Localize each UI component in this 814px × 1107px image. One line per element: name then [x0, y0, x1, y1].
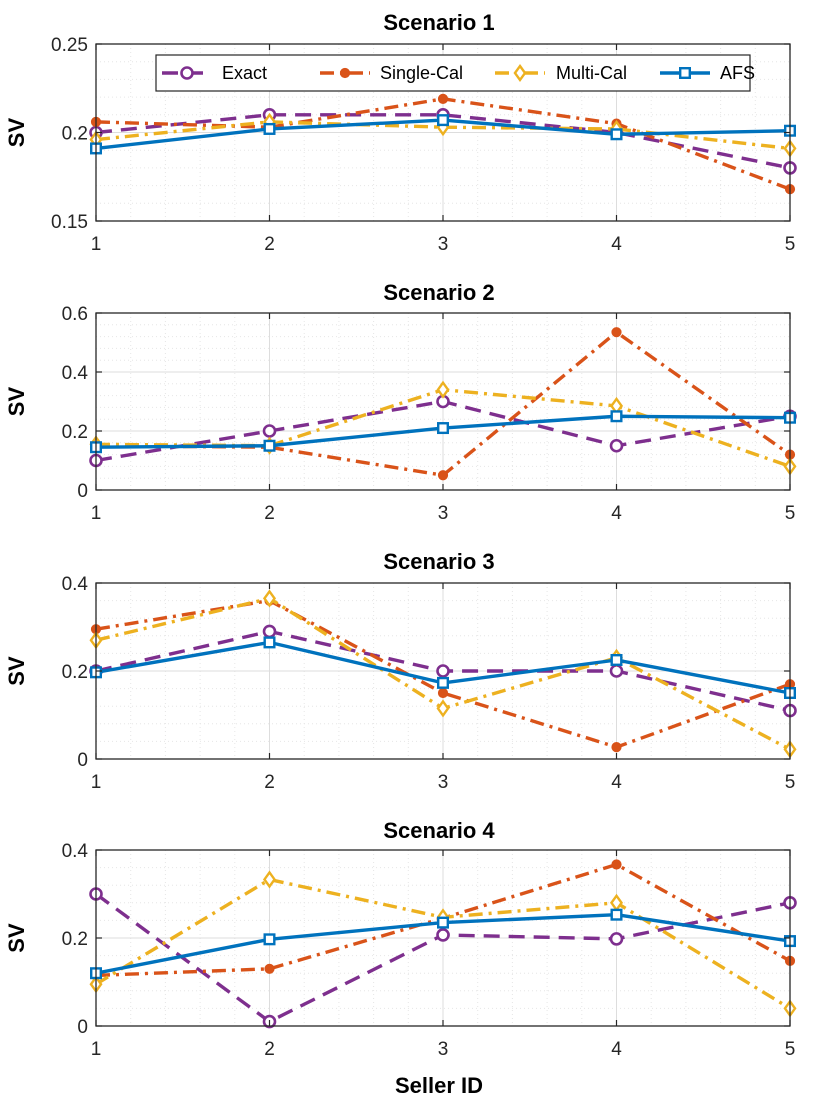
data-point [436, 664, 450, 678]
x-tick-label: 5 [785, 1039, 796, 1060]
data-point [437, 93, 449, 104]
y-axis-label: SV [4, 387, 29, 417]
series-exact [89, 887, 797, 1029]
chart-title: Scenario 4 [383, 818, 495, 843]
x-tick-label: 1 [91, 234, 102, 255]
x-tick-label: 3 [438, 503, 449, 524]
x-tick-label: 1 [91, 1039, 102, 1060]
legend-marker [180, 66, 194, 80]
x-tick-label: 2 [264, 503, 275, 524]
legend-entry-single-cal: Single-Cal [320, 63, 463, 83]
legend-marker [339, 67, 351, 79]
data-point [437, 470, 449, 481]
x-tick-label: 3 [438, 772, 449, 793]
x-tick-label: 2 [264, 1039, 275, 1060]
data-point [263, 122, 276, 135]
x-tick-label: 3 [438, 1039, 449, 1060]
data-point [437, 916, 450, 929]
series-line [95, 598, 791, 749]
x-tick-label: 2 [264, 772, 275, 793]
data-point [436, 928, 450, 942]
data-point [609, 932, 624, 946]
data-point [610, 410, 623, 423]
y-tick-label: 0.15 [51, 212, 88, 233]
panel-scenario-1: 0.15 0.2 0.25 1 2 3 4 5 Scenario 1 SV Exact Single-… [4, 10, 797, 255]
y-tick-label: 0.25 [51, 35, 88, 56]
y-tick-label: 0.4 [62, 363, 89, 384]
panel-scenario-3: 0 0.2 0.4 1 2 3 4 5 Scenario 3 SV [4, 549, 797, 793]
series-line [95, 120, 791, 151]
data-point [436, 699, 450, 718]
x-tick-label: 5 [785, 772, 796, 793]
x-tick-label: 4 [611, 772, 622, 793]
data-point [610, 654, 623, 667]
chart-title: Scenario 3 [383, 549, 494, 574]
y-axis-label: SV [4, 923, 29, 953]
x-tick-label: 2 [264, 234, 275, 255]
data-point [262, 624, 277, 639]
data-point [611, 742, 622, 753]
x-tick-label: 1 [91, 503, 102, 524]
data-point [609, 664, 624, 678]
legend: Exact Single-Cal Multi-Cal AFS [155, 54, 755, 92]
y-tick-label: 0.2 [62, 422, 88, 443]
data-point [437, 114, 450, 127]
data-point [263, 636, 276, 649]
legend-marker [679, 66, 692, 79]
x-tick-label: 4 [611, 234, 622, 255]
y-tick-label: 0 [77, 481, 88, 502]
y-axis-label: SV [4, 118, 29, 148]
y-tick-label: 0.6 [62, 304, 88, 325]
y-tick-label: 0 [77, 1017, 88, 1038]
chart-title: Scenario 1 [383, 10, 494, 35]
legend-label: AFS [720, 63, 755, 83]
data-point [611, 859, 622, 870]
x-tick-label: 5 [785, 234, 796, 255]
data-point [262, 870, 277, 889]
x-tick-label: 4 [611, 503, 622, 524]
data-point [437, 676, 450, 689]
data-point [610, 908, 623, 921]
x-tick-label: 1 [91, 772, 102, 793]
data-point [263, 439, 276, 452]
legend-label: Single-Cal [380, 63, 463, 83]
y-tick-label: 0.2 [62, 662, 88, 683]
legend-label: Multi-Cal [556, 63, 627, 83]
data-point [610, 128, 623, 141]
data-point [437, 422, 450, 435]
legend-label: Exact [222, 63, 267, 83]
x-axis-label: Seller ID [395, 1073, 483, 1098]
chart-title: Scenario 2 [383, 280, 494, 305]
panel-scenario-4: 0 0.2 0.4 1 2 3 4 5 Scenario 4 SV Seller ID [4, 818, 797, 1098]
data-point [436, 380, 450, 399]
data-point [262, 589, 277, 608]
data-point [437, 687, 449, 699]
y-tick-label: 0.4 [62, 574, 89, 595]
data-point [611, 327, 622, 338]
x-tick-label: 5 [785, 503, 796, 524]
x-tick-label: 4 [611, 1039, 622, 1060]
x-tick-label: 3 [438, 234, 449, 255]
data-point [262, 424, 277, 438]
y-tick-label: 0 [77, 750, 88, 771]
panel-scenario-2: 0 0.2 0.4 0.6 1 2 3 4 5 Scenario 2 SV [4, 280, 797, 524]
y-tick-label: 0.2 [62, 929, 88, 950]
legend-marker [513, 63, 527, 83]
y-axis-label: SV [4, 656, 29, 686]
legend-box [155, 54, 751, 92]
legend-entry-multi-cal: Multi-Cal [495, 63, 627, 83]
y-tick-label: 0.2 [62, 124, 88, 145]
y-tick-label: 0.4 [62, 841, 89, 862]
data-point [264, 963, 275, 974]
data-point [263, 933, 276, 946]
data-point [609, 438, 624, 453]
legend-entry-exact: Exact [162, 63, 267, 83]
legend-entry-afs: AFS [660, 63, 755, 83]
